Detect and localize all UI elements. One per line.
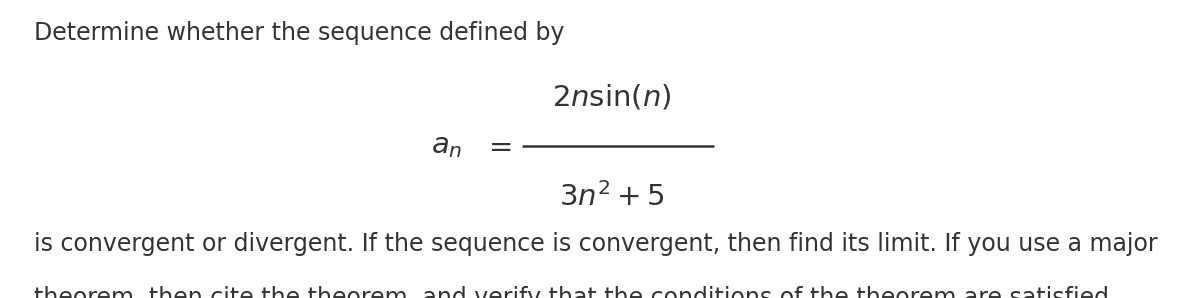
- Text: $2n\sin(n)$: $2n\sin(n)$: [552, 82, 672, 111]
- Text: $3n^2 + 5$: $3n^2 + 5$: [559, 182, 665, 212]
- Text: $a_n$: $a_n$: [431, 132, 462, 160]
- Text: is convergent or divergent. If the sequence is convergent, then find its limit. : is convergent or divergent. If the seque…: [34, 232, 1157, 257]
- Text: $=$: $=$: [484, 132, 512, 160]
- Text: Determine whether the sequence defined by: Determine whether the sequence defined b…: [34, 21, 564, 45]
- Text: theorem, then cite the theorem, and verify that the conditions of the theorem ar: theorem, then cite the theorem, and veri…: [34, 286, 1116, 298]
